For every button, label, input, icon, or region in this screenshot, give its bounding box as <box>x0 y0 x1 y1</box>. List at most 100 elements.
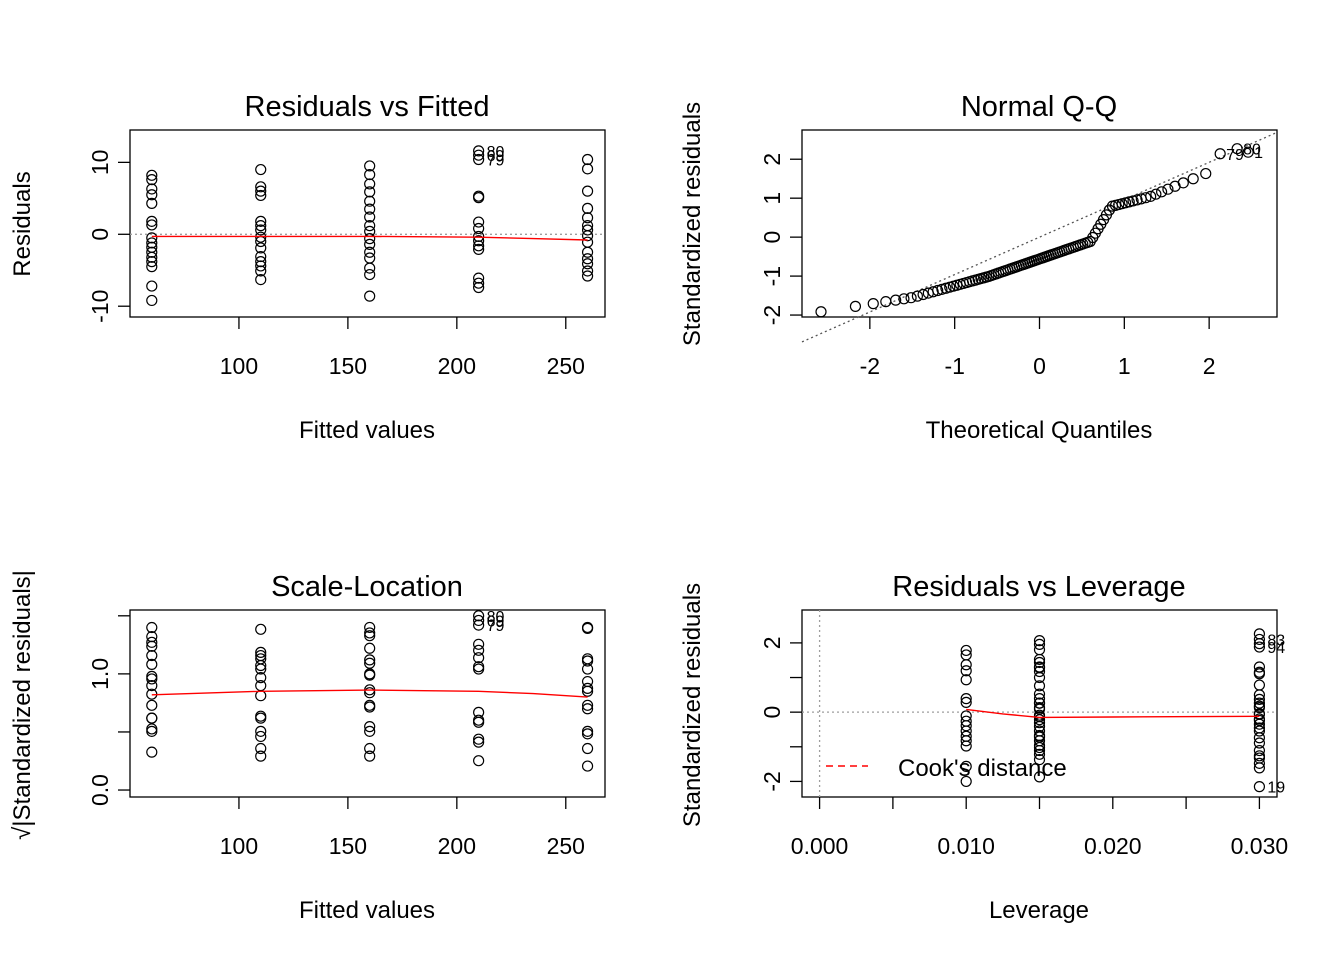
data-point <box>1162 183 1174 195</box>
data-point <box>146 261 158 273</box>
data-point <box>1033 638 1046 651</box>
point-label: 69 <box>487 613 505 630</box>
data-point <box>364 657 376 669</box>
data-point <box>581 253 594 265</box>
data-point <box>473 240 485 252</box>
data-point <box>960 659 972 671</box>
data-point <box>1145 190 1157 202</box>
panel4-title: Residuals vs Leverage <box>892 571 1185 603</box>
data-point <box>581 728 594 740</box>
data-point <box>932 284 944 297</box>
data-point <box>1127 195 1139 207</box>
data-point <box>146 723 158 735</box>
data-point <box>364 211 376 223</box>
data-point <box>898 293 910 305</box>
data-point <box>146 621 158 634</box>
data-point <box>255 623 267 635</box>
data-point <box>364 186 376 198</box>
data-point <box>1033 680 1046 692</box>
data-point <box>1214 148 1226 160</box>
panel3-xtick-label: 250 <box>547 833 585 859</box>
data-point <box>1253 737 1266 749</box>
data-point <box>1253 638 1266 650</box>
data-point <box>255 274 267 286</box>
panel1-xtick-label: 250 <box>547 353 585 379</box>
data-point <box>364 178 376 190</box>
data-point <box>960 665 972 677</box>
data-point <box>364 262 376 274</box>
data-point <box>581 653 594 665</box>
data-point <box>1253 725 1266 737</box>
data-point <box>255 672 267 684</box>
data-point <box>581 258 594 270</box>
data-point <box>1253 693 1266 705</box>
data-point <box>581 675 594 688</box>
data-point <box>364 642 376 654</box>
data-point <box>867 298 879 310</box>
data-point <box>473 243 485 255</box>
data-point <box>364 627 376 639</box>
panel2-xtick-label: 2 <box>1203 353 1216 379</box>
data-point <box>1033 671 1046 684</box>
data-point <box>473 610 485 622</box>
data-point <box>364 621 376 634</box>
data-point <box>1033 688 1046 700</box>
point-label: 79 <box>487 618 505 635</box>
data-point <box>581 622 594 635</box>
data-point <box>960 735 972 747</box>
data-point <box>255 256 267 268</box>
data-point <box>146 169 158 181</box>
panel4-ytick-label: 0 <box>759 706 785 719</box>
data-point <box>473 281 485 294</box>
panel1-ytick-label: -10 <box>87 290 113 323</box>
data-point <box>960 644 972 657</box>
data-point <box>473 755 485 767</box>
panel3-xtick-label: 100 <box>220 833 258 859</box>
data-point <box>255 231 267 243</box>
data-point <box>146 189 158 201</box>
panel2-xtick-label: -2 <box>860 353 880 379</box>
data-point <box>960 740 972 752</box>
data-point <box>473 222 485 235</box>
data-point <box>255 690 267 702</box>
data-point <box>146 670 158 682</box>
panel4-xtick-label: 0.020 <box>1084 833 1142 859</box>
data-point <box>581 725 594 737</box>
data-point <box>960 693 972 705</box>
data-point <box>473 652 485 664</box>
data-point <box>1253 702 1266 714</box>
data-point <box>364 246 376 258</box>
panel2-axes: -2 -1 0 1 2 -2 -1 0 1 2 <box>759 153 1215 379</box>
panel2-title: Normal Q-Q <box>961 91 1117 123</box>
data-point <box>364 742 376 755</box>
data-point <box>255 242 267 254</box>
data-point <box>146 197 158 209</box>
data-point <box>1253 668 1266 680</box>
data-point <box>364 252 376 264</box>
data-point <box>1253 762 1266 774</box>
panel1-title: Residuals vs Fitted <box>245 91 490 123</box>
panel1-xtick-label: 100 <box>220 353 258 379</box>
panel3-ylabel: √|Standardized residuals| <box>9 570 36 840</box>
data-point <box>960 696 972 708</box>
data-point <box>364 654 376 666</box>
panel1-ytick-label: 0 <box>87 228 113 241</box>
data-point <box>473 192 485 204</box>
data-point <box>364 203 376 215</box>
panel1-ylabel: Residuals <box>9 171 36 276</box>
data-point <box>364 750 376 762</box>
data-point <box>581 699 594 711</box>
data-point <box>1033 741 1046 754</box>
data-point <box>473 614 485 627</box>
data-point <box>255 663 267 675</box>
data-point <box>1033 665 1046 678</box>
data-point <box>1253 750 1266 762</box>
data-point <box>364 268 376 281</box>
data-point <box>364 220 376 232</box>
data-point <box>473 230 485 243</box>
data-point <box>255 646 267 658</box>
data-point <box>581 224 594 236</box>
panel2-ylabel: Standardized residuals <box>679 102 706 346</box>
